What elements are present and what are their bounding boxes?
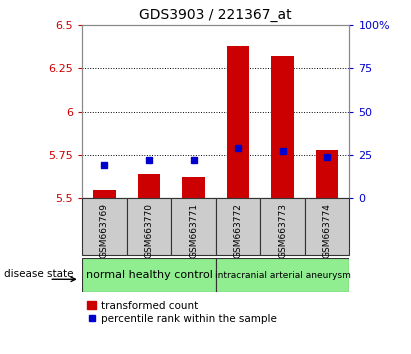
Bar [305,198,349,255]
Bar [82,258,216,292]
Bar [271,56,294,198]
Text: GSM663773: GSM663773 [278,203,287,258]
Bar [138,174,160,198]
Text: normal healthy control: normal healthy control [85,270,212,280]
Bar [127,198,171,255]
Text: GSM663774: GSM663774 [323,203,332,258]
Bar [316,150,338,198]
Title: GDS3903 / 221367_at: GDS3903 / 221367_at [139,8,292,22]
Bar [171,198,216,255]
Legend: transformed count, percentile rank within the sample: transformed count, percentile rank withi… [88,301,277,324]
Bar [93,190,115,198]
Text: GSM663769: GSM663769 [100,203,109,258]
Bar [227,46,249,198]
Text: GSM663771: GSM663771 [189,203,198,258]
Text: disease state: disease state [4,268,74,279]
Bar [82,198,127,255]
Bar [260,198,305,255]
Text: GSM663772: GSM663772 [233,203,242,258]
Text: GSM663770: GSM663770 [145,203,153,258]
Bar [182,177,205,198]
Text: intracranial arterial aneurysm: intracranial arterial aneurysm [215,271,351,280]
Bar [216,198,260,255]
Bar [216,258,349,292]
